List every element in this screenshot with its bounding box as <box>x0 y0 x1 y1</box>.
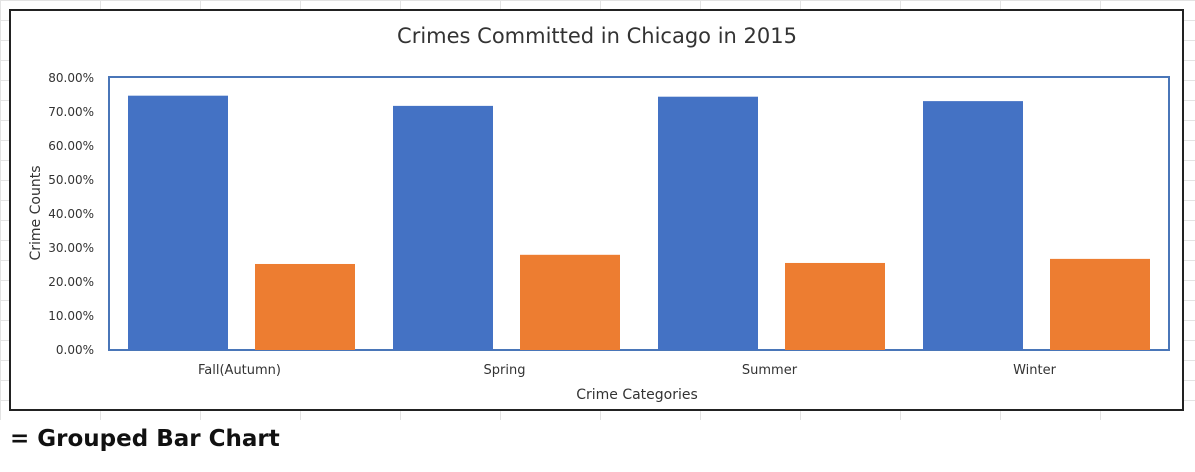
plot-area[interactable] <box>108 76 1170 351</box>
y-tick-label: 70.00% <box>48 105 94 119</box>
x-tick-label: Fall(Autumn) <box>198 363 281 378</box>
x-axis-label: Crime Categories <box>576 387 698 403</box>
y-tick-label: 80.00% <box>48 71 94 85</box>
bars <box>128 95 1150 351</box>
y-tick-label: 30.00% <box>48 241 94 255</box>
x-tick-label: Spring <box>484 363 526 378</box>
bar-series-2-summer[interactable] <box>785 262 885 350</box>
bar-series-2-fall-autumn[interactable] <box>255 263 355 350</box>
caption: = Grouped Bar Chart <box>10 426 280 452</box>
y-tick-label: 60.00% <box>48 139 94 153</box>
bar-series-1-spring[interactable] <box>393 105 493 350</box>
y-axis-ticks: 0.00% 10.00% 20.00% 30.00% 40.00% 50.00% 60.00… <box>48 71 94 357</box>
bar-series-1-winter[interactable] <box>923 101 1023 351</box>
grouped-bar-chart: Crimes Committed in Chicago in 2015 0.00… <box>28 24 1170 403</box>
y-tick-label: 10.00% <box>48 309 94 323</box>
x-tick-label: Summer <box>742 363 798 378</box>
bar-series-1-summer[interactable] <box>658 96 758 350</box>
y-axis-label: Crime Counts <box>28 166 44 261</box>
bar-series-2-spring[interactable] <box>520 254 620 350</box>
y-tick-label: 50.00% <box>48 173 94 187</box>
y-tick-label: 0.00% <box>56 343 94 357</box>
y-tick-label: 20.00% <box>48 275 94 289</box>
bar-series-2-winter[interactable] <box>1050 258 1150 350</box>
chart-title: Crimes Committed in Chicago in 2015 <box>397 24 797 48</box>
x-axis-ticks: Fall(Autumn) Spring Summer Winter <box>198 363 1057 378</box>
x-tick-label: Winter <box>1013 363 1057 378</box>
bar-series-1-fall-autumn[interactable] <box>128 95 228 351</box>
y-tick-label: 40.00% <box>48 207 94 221</box>
